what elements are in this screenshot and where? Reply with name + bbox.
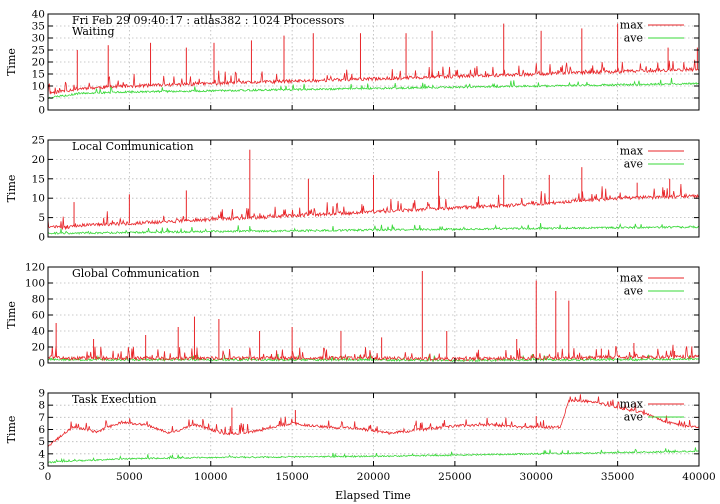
legend-label-ave: ave: [624, 32, 643, 45]
y-tick-label: 5: [38, 93, 45, 105]
y-tick-label: 8: [38, 400, 45, 412]
x-tick-label: 20000: [357, 471, 390, 483]
x-axis-title: Elapsed Time: [335, 489, 411, 502]
y-tick-label: 40: [32, 9, 45, 21]
x-tick-label: 35000: [601, 471, 634, 483]
y-tick-label: 60: [32, 310, 45, 322]
y-tick-label: 7: [38, 412, 45, 424]
y-tick-label: 80: [32, 294, 45, 306]
series-ave-line: [48, 77, 699, 99]
y-axis-title: Time: [5, 175, 18, 203]
y-tick-label: 15: [32, 173, 45, 185]
panel-title-line: Local Communication: [72, 140, 194, 153]
y-tick-label: 10: [32, 193, 45, 205]
legend-label-max: max: [620, 19, 644, 32]
series-ave-line: [48, 222, 699, 236]
y-axis-title: Time: [5, 48, 18, 76]
y-tick-label: 100: [25, 278, 45, 290]
panel-global: 0 20 40 60 80 100 120 Time Global Communication m…: [5, 262, 700, 370]
y-tick-label: 20: [32, 154, 45, 166]
x-tick-label: 40000: [682, 471, 715, 483]
y-tick-label: 5: [38, 436, 45, 448]
panel-title-line: Task Execution: [72, 393, 156, 406]
y-tick-label: 35: [32, 21, 45, 33]
y-tick-label: 0: [38, 232, 45, 244]
y-tick-label: 9: [38, 388, 45, 400]
y-tick-label: 40: [32, 326, 45, 338]
y-tick-label: 20: [32, 342, 45, 354]
legend-label-max: max: [620, 272, 644, 285]
y-tick-label: 0: [38, 105, 45, 117]
y-tick-label: 25: [32, 135, 45, 147]
legend-label-max: max: [620, 398, 644, 411]
y-tick-label: 15: [32, 69, 45, 81]
x-tick-label: 5000: [116, 471, 143, 483]
y-tick-label: 3: [38, 461, 45, 473]
series-max-line: [48, 394, 699, 448]
x-tick-label: 15000: [275, 471, 308, 483]
x-tick-label: 30000: [520, 471, 553, 483]
y-tick-label: 25: [32, 45, 45, 57]
y-tick-label: 10: [32, 81, 45, 93]
x-tick-label: 0: [45, 471, 52, 483]
x-tick-label: 10000: [194, 471, 227, 483]
panel-title-line: Global Communication: [72, 267, 200, 280]
y-tick-label: 4: [38, 448, 45, 460]
y-tick-label: 0: [38, 358, 45, 370]
panel-title-line: Fri Feb 29 09:40:17 : atlas382 : 1024 Pr…: [72, 14, 345, 27]
y-tick-label: 5: [38, 212, 45, 224]
legend-label-ave: ave: [624, 411, 643, 424]
y-axis-title: Time: [5, 416, 18, 444]
legend-label-max: max: [620, 145, 644, 158]
series-ave-line: [48, 447, 699, 464]
panel-title-line: Waiting: [72, 25, 115, 38]
x-tick-label: 25000: [438, 471, 471, 483]
series-max-line: [48, 59, 699, 96]
y-axis-title: Time: [5, 301, 18, 329]
y-tick-label: 30: [32, 33, 45, 45]
y-tick-label: 120: [25, 262, 45, 274]
legend-label-ave: ave: [624, 285, 643, 298]
y-tick-label: 20: [32, 57, 45, 69]
y-tick-label: 6: [38, 424, 45, 436]
legend-label-ave: ave: [624, 158, 643, 171]
